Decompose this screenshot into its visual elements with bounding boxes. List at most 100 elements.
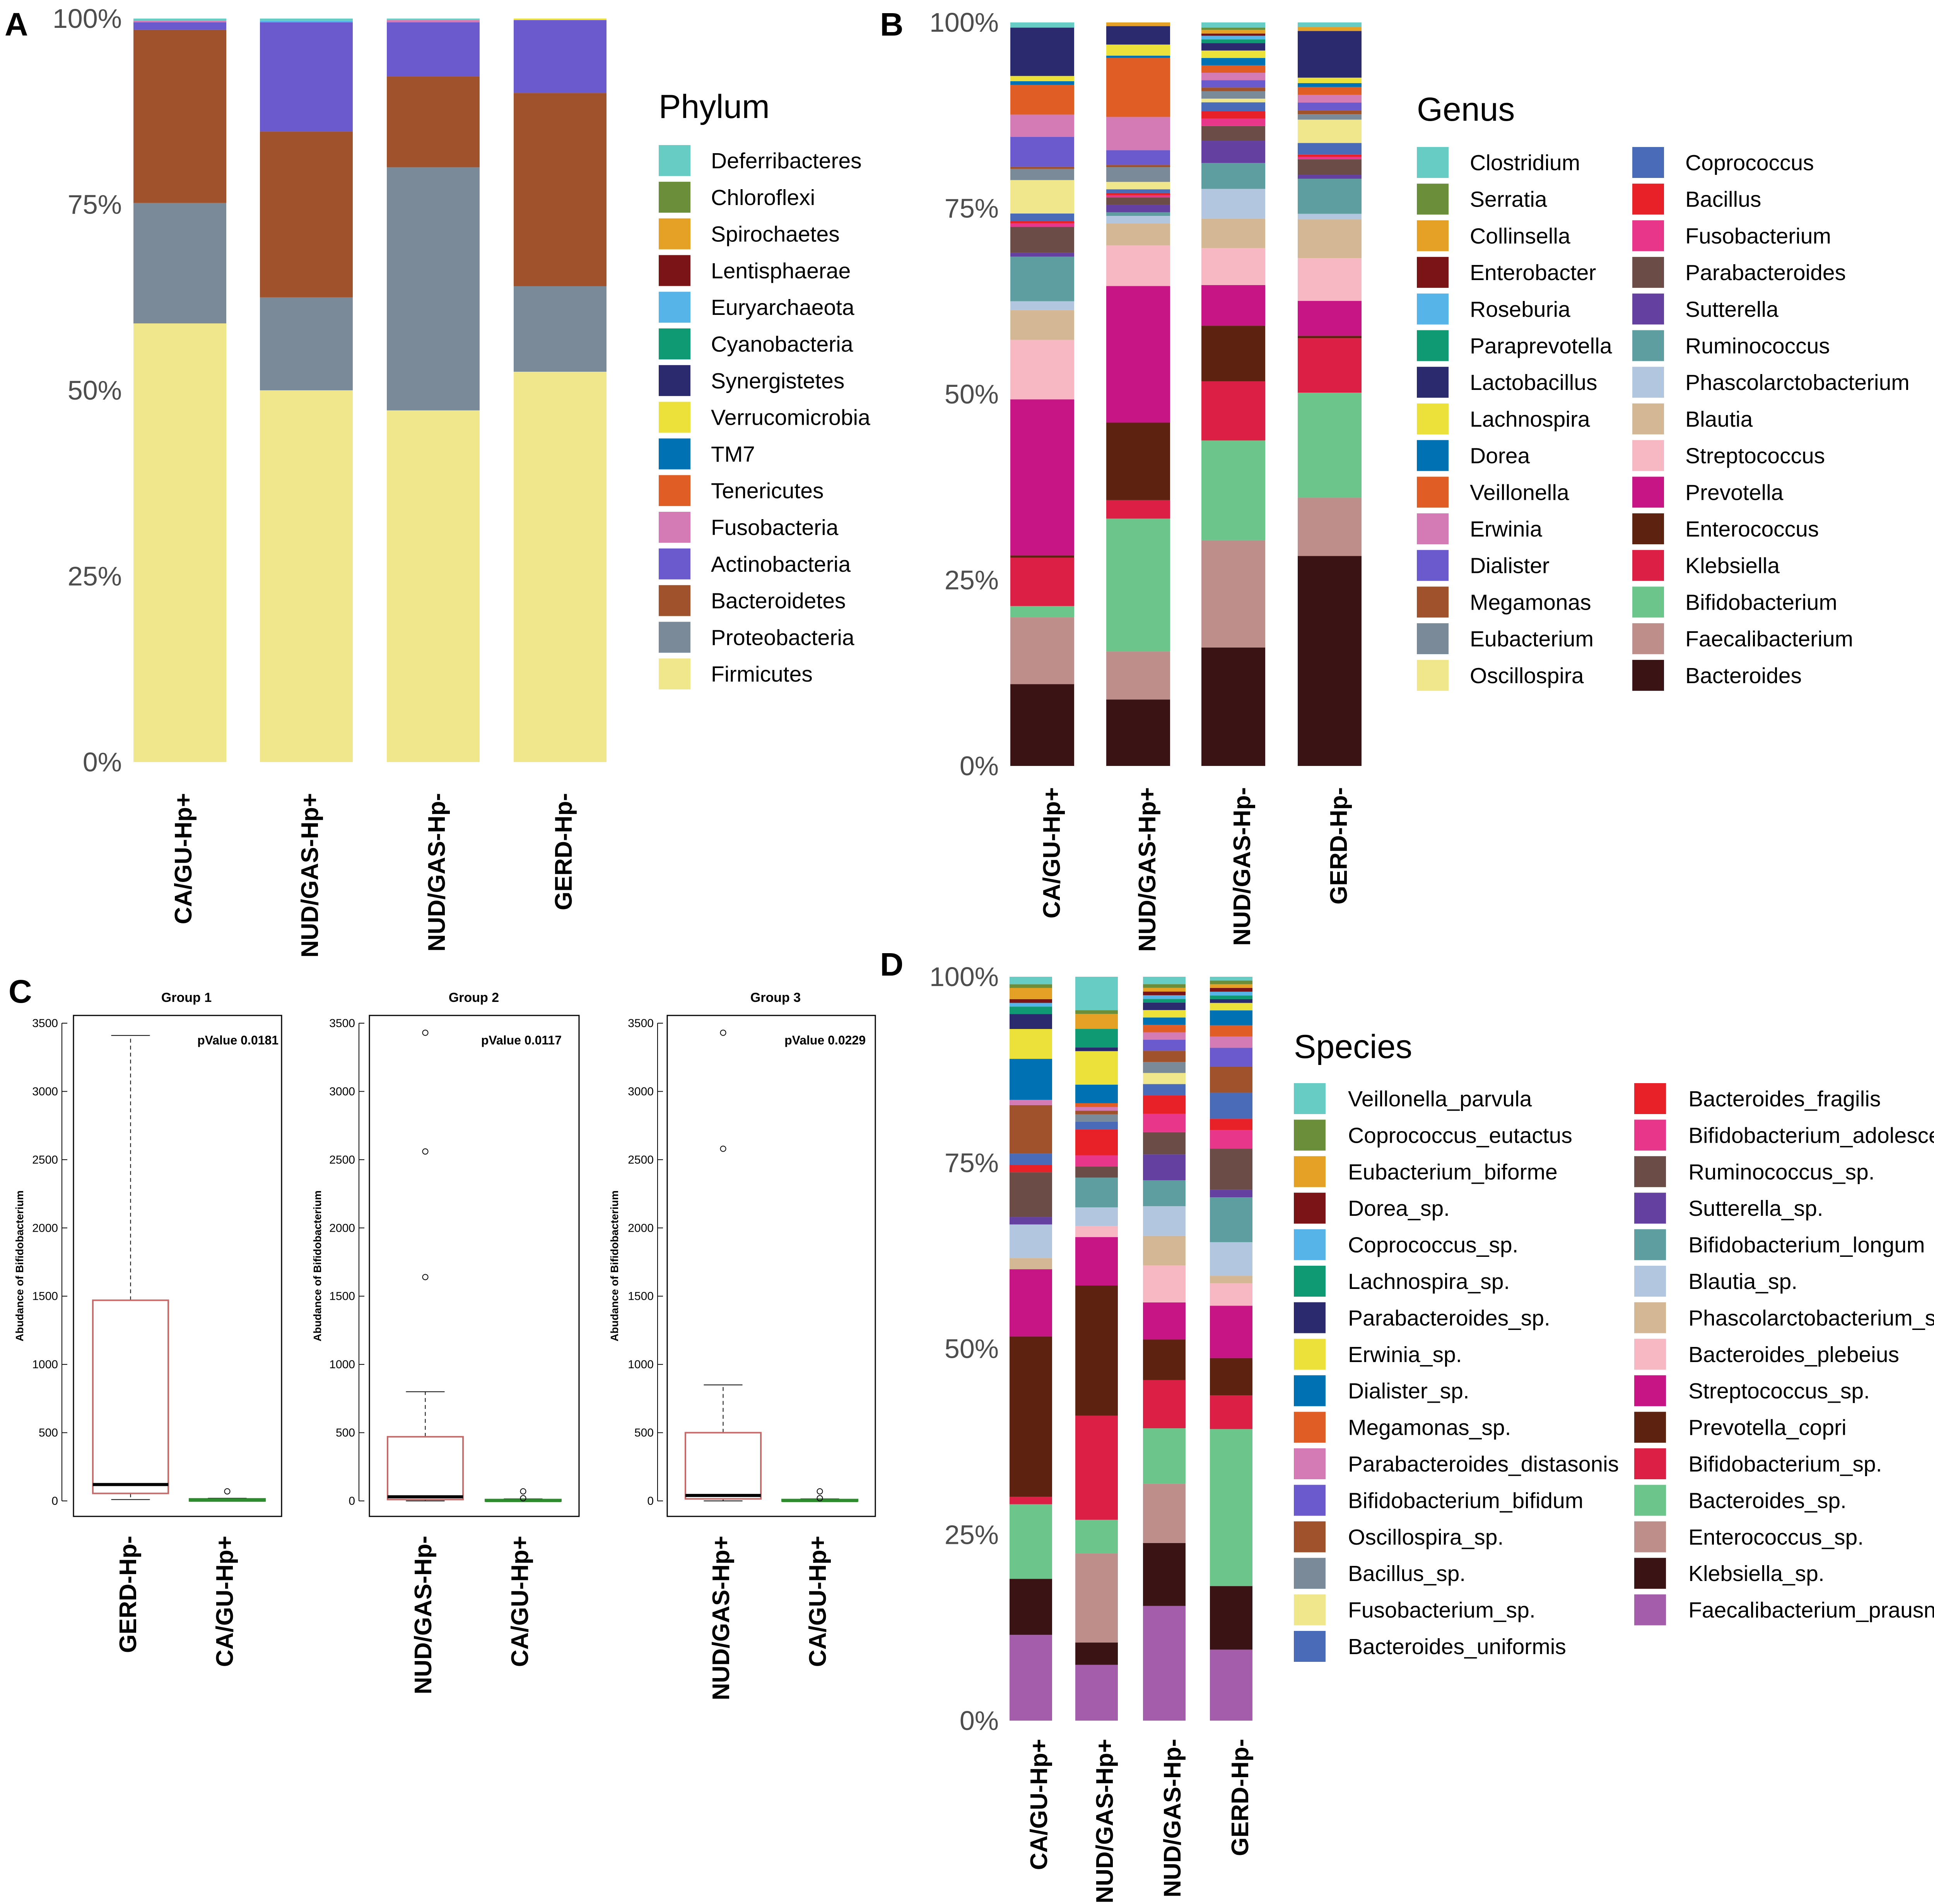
legend-label-bacteroides: Bacteroides (1685, 663, 1802, 688)
bar-segment-nud-gas-hp-faecalibacterium (1106, 651, 1170, 700)
legend-label-lachnospira-sp: Lachnospira_sp. (1348, 1269, 1510, 1294)
bar-segment-nud-gas-hp-ruminococcus (1106, 212, 1170, 216)
legend-swatch-prevotella (1632, 477, 1664, 508)
bar-segment-nud-gas-hp-megamonas-sp (1143, 1025, 1186, 1032)
legend-label-clostridium: Clostridium (1470, 150, 1580, 175)
y-tick-label: 2500 (628, 1154, 654, 1166)
y-tick-label: 100% (929, 962, 999, 992)
legend-swatch-bacillus (1632, 183, 1664, 215)
bar-segment-gerd-hp-coprococcus-sp (1210, 991, 1252, 996)
bar-segment-nud-gas-hp-phascolarctobacterium (1201, 189, 1265, 219)
y-axis-label: Abudance of Bifidobacterium (608, 1190, 620, 1341)
legend-swatch-bacillus-sp (1294, 1558, 1326, 1589)
y-tick-label: 500 (39, 1427, 58, 1439)
legend-swatch-roseburia (1417, 293, 1449, 325)
legend-swatch-prevotella-copri (1634, 1412, 1666, 1443)
bar-segment-nud-gas-hp-megamonas (1106, 165, 1170, 167)
legend-label-dialister: Dialister (1470, 554, 1550, 578)
bar-segment-gerd-hp-dialister-sp (1210, 1010, 1252, 1025)
legend-swatch-lentisphaerae (659, 255, 690, 286)
bar-segment-gerd-hp-dorea-sp (1210, 988, 1252, 992)
x-category-label: CA/GU-Hp+ (170, 793, 197, 924)
bar-segment-gerd-hp-bifidobacterium-sp (1210, 1395, 1252, 1429)
y-tick-label: 0 (51, 1495, 58, 1507)
legend-label-roseburia: Roseburia (1470, 297, 1570, 322)
boxplot-title: Group 1 (161, 990, 212, 1005)
bar-segment-nud-gas-hp-enterococcus-sp (1143, 1484, 1186, 1543)
bar-segment-gerd-hp-bifidobacterium-bifidum (1210, 1048, 1252, 1067)
legend-label-lactobacillus: Lactobacillus (1470, 370, 1597, 395)
legend-label-dorea: Dorea (1470, 444, 1530, 468)
bar-segment-nud-gas-hp-erwinia (1201, 73, 1265, 80)
legend-label-chloroflexi: Chloroflexi (711, 185, 815, 210)
y-tick-label: 2500 (329, 1154, 355, 1166)
bar-segment-gerd-hp-bifidobacterium-longum (1210, 1197, 1252, 1243)
bar-segment-ca-gu-hp-klebsiella (1010, 557, 1074, 606)
bar-segment-ca-gu-hp-dialister (1010, 137, 1074, 167)
bar-segment-ca-gu-hp-phascolarctobacterium-sp (1010, 1258, 1052, 1270)
y-tick-label: 25% (945, 565, 999, 595)
bar-segment-gerd-hp-veillonella (1298, 87, 1362, 95)
p-value-label: pValue 0.0181 (197, 1033, 278, 1047)
bar-segment-ca-gu-hp-eubacterium (1010, 169, 1074, 180)
bar-segment-gerd-hp-megamonas-sp (1210, 1025, 1252, 1037)
legend-label-bifidobacterium: Bifidobacterium (1685, 590, 1837, 615)
bar-segment-nud-gas-hp-coprococcus-sp (1143, 995, 1186, 999)
legend-label-lachnospira: Lachnospira (1470, 407, 1590, 432)
bar-segment-nud-gas-hp-bifidobacterium-sp (1075, 1415, 1118, 1520)
legend-label-tm7: TM7 (711, 442, 755, 467)
bar-segment-gerd-hp-enterococcus (1298, 336, 1362, 338)
legend-label-bifidobacterium-bifidum: Bifidobacterium_bifidum (1348, 1488, 1583, 1513)
y-tick-label: 1500 (329, 1290, 355, 1303)
panel-b-stacked-bar-chart: 0% 25% 50% 75% 100% CA/GU-Hp+ NUD/GAS-Hp+ NUD/G… (929, 7, 1910, 952)
legend-label-actinobacteria: Actinobacteria (711, 552, 851, 577)
legend-swatch-bifidobacterium-bifidum (1294, 1485, 1326, 1516)
bar-segment-nud-gas-hp-parabacteroides-sp (1143, 1002, 1186, 1010)
bar-segment-nud-gas-hp-bacillus-sp (1143, 1062, 1186, 1073)
legend-label-bacteroides-sp: Bacteroides_sp. (1688, 1488, 1847, 1513)
bar-segment-nud-gas-hp-klebsiella (1106, 500, 1170, 519)
bar-segment-gerd-hp-parabacteroides (1298, 159, 1362, 175)
bar-segment-gerd-hp-bacillus (1298, 154, 1362, 157)
legend-swatch-serratia (1417, 183, 1449, 215)
bar-segment-gerd-hp-parabacteroides-distasonis (1210, 1036, 1252, 1048)
bar-segment-ca-gu-hp-coprococcus-sp (1010, 1003, 1052, 1007)
legend-swatch-bacteroides-fragilis (1634, 1083, 1666, 1114)
x-category-label: CA/GU-Hp+ (1039, 787, 1065, 918)
bar-segment-gerd-hp-klebsiella-sp (1210, 1586, 1252, 1650)
legend-swatch-eubacterium-biforme (1294, 1156, 1326, 1187)
bar-segment-nud-gas-hp-bacteroides-fragilis (1143, 1095, 1186, 1114)
bar-segment-gerd-hp-streptococcus-sp (1210, 1306, 1252, 1358)
bar-segment-nud-gas-hp-clostridium (1201, 22, 1265, 28)
legend-label-fusobacterium-sp: Fusobacterium_sp. (1348, 1598, 1536, 1623)
bar-segment-ca-gu-hp-eubacterium-biforme (1010, 988, 1052, 999)
bar-segment-nud-gas-hp-streptococcus-sp (1075, 1237, 1118, 1286)
bar-segment-nud-gas-hp-parabacteroides-distasonis (1075, 1107, 1118, 1111)
x-category-label: NUD/GAS-Hp+ (1092, 1739, 1118, 1903)
bar-segment-nud-gas-hp-bifidobacterium-longum (1143, 1180, 1186, 1207)
bar-segment-ca-gu-hp-bacteroides-sp (1010, 1504, 1052, 1579)
legend-label-enterococcus: Enterococcus (1685, 517, 1819, 542)
y-axis-label: Abudance of Bifidobacterium (311, 1190, 323, 1341)
bar-segment-ca-gu-hp-veillonella (1010, 85, 1074, 115)
bar-segment-gerd-hp-lachnospira-sp (1210, 995, 1252, 999)
bar-segment-nud-gas-hp-firmicutes (260, 390, 353, 762)
bar-segment-gerd-hp-oscillospira-sp (1210, 1066, 1252, 1093)
legend-swatch-cyanobacteria (659, 328, 690, 359)
bar-segment-nud-gas-hp-bacillus-sp (1075, 1114, 1118, 1122)
bar-segment-gerd-hp-coprococcus-eutactus (1210, 980, 1252, 984)
bar-segment-ca-gu-hp-megamonas (1010, 166, 1074, 169)
bar-segment-nud-gas-hp-blautia-sp (1143, 1206, 1186, 1236)
bar-segment-gerd-hp-prevotella (1298, 301, 1362, 336)
legend-swatch-verrucomicrobia (659, 402, 690, 433)
bar-segment-nud-gas-hp-deferribacteres (260, 19, 353, 21)
legend-swatch-parabacteroides-distasonis (1294, 1448, 1326, 1479)
bar-segment-gerd-hp-sutterella-sp (1210, 1190, 1252, 1198)
legend-swatch-blautia (1632, 403, 1664, 434)
legend-swatch-phascolarctobacterium (1632, 367, 1664, 398)
bar-segment-ca-gu-hp-klebsiella-sp (1010, 1579, 1052, 1635)
legend-title: Genus (1417, 91, 1515, 128)
y-tick-label: 1000 (628, 1358, 654, 1371)
y-tick-label: 3500 (329, 1017, 355, 1030)
bar-segment-ca-gu-hp-actinobacteria (133, 22, 226, 30)
